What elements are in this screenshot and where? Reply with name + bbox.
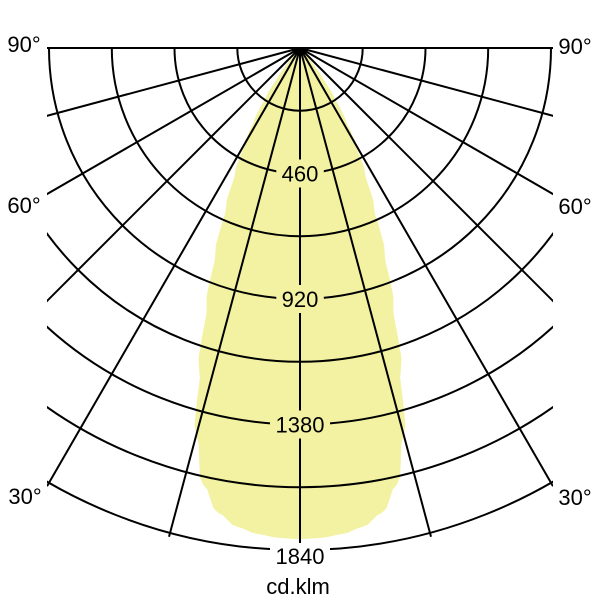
radial-tick-label-1840: 1840 — [276, 544, 325, 569]
angle-label-left-30: 30° — [8, 484, 41, 509]
grid-spoke--75deg — [47, 47, 301, 117]
angle-label-left-60: 60° — [7, 193, 40, 218]
radial-tick-label-1380: 1380 — [276, 413, 325, 438]
grid-spoke-15deg — [299, 47, 432, 538]
grid-spoke-60deg — [299, 47, 553, 196]
radial-tick-label-920: 920 — [282, 287, 319, 312]
tick-label-background — [270, 543, 330, 569]
grid-spoke--15deg — [168, 47, 301, 538]
radial-tick-labels: 460 920 1380 1840 — [270, 159, 330, 569]
tick-label-background — [276, 285, 324, 313]
grid-spoke-45deg — [299, 47, 553, 303]
grid-spoke-30deg — [299, 47, 553, 487]
unit-caption: cd.klm — [266, 574, 330, 599]
radial-tick-label-460: 460 — [282, 162, 319, 187]
angle-labels: 90° 90° 60° 60° 30° 30° — [7, 32, 591, 510]
grid-spoke--60deg — [47, 47, 301, 196]
grid-spoke-75deg — [299, 47, 553, 117]
grid-spoke--30deg — [47, 47, 301, 487]
grid-spoke--45deg — [47, 47, 301, 303]
grid-layer — [47, 47, 553, 554]
angle-label-right-30: 30° — [558, 485, 591, 510]
angle-label-left-90: 90° — [7, 32, 40, 57]
angle-label-right-90: 90° — [558, 34, 591, 59]
tick-label-background — [270, 410, 330, 439]
angle-label-right-60: 60° — [558, 194, 591, 219]
tick-label-background — [276, 159, 324, 188]
